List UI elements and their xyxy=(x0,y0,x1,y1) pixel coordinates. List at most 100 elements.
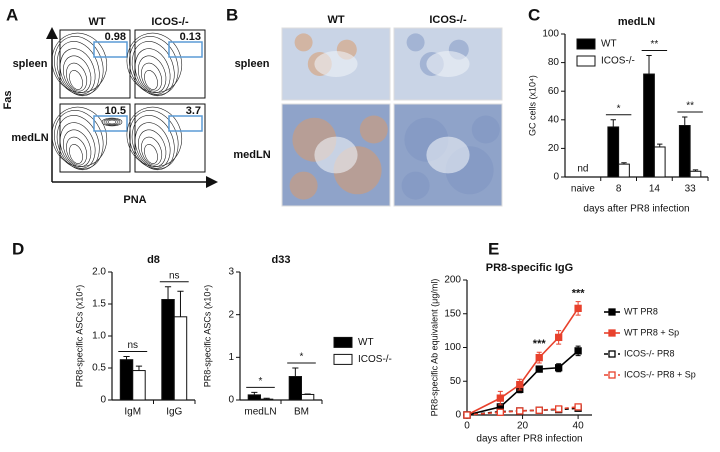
marker xyxy=(555,405,563,413)
error-bar xyxy=(123,355,130,360)
y-tick-label: 1.5 xyxy=(92,299,106,310)
y-tick-label: 50 xyxy=(450,376,462,387)
row-label: spleen xyxy=(235,58,270,70)
bar xyxy=(260,398,274,401)
x-tick-label: 40 xyxy=(573,421,585,432)
contour xyxy=(126,106,182,167)
marker xyxy=(463,411,471,419)
y-tick-label: 40 xyxy=(548,114,560,125)
error-bar xyxy=(251,391,258,395)
chart-title: medLN xyxy=(618,16,655,28)
y-tick-label: 0.5 xyxy=(92,363,106,374)
bar xyxy=(618,163,630,178)
marker xyxy=(535,406,543,414)
bar xyxy=(678,125,691,178)
annotation: *** xyxy=(572,288,586,300)
contour xyxy=(56,41,100,97)
contour xyxy=(51,106,107,167)
gate-value: 10.5 xyxy=(105,105,126,117)
y-tick-label: 100 xyxy=(444,342,461,353)
y-tick-label: 1.0 xyxy=(92,331,106,342)
panel-letter: A xyxy=(6,5,18,24)
error-bar xyxy=(263,397,270,400)
contour xyxy=(69,144,83,164)
marker xyxy=(574,304,582,313)
gate-value: 3.7 xyxy=(186,105,201,117)
error-bar xyxy=(177,290,184,317)
marker xyxy=(555,333,563,342)
x-tick-label: 33 xyxy=(685,184,697,195)
y-tick-label: 20 xyxy=(548,143,560,154)
legend-marker xyxy=(608,350,616,358)
y-tick-label: 200 xyxy=(444,275,461,286)
contour xyxy=(131,115,175,171)
legend-swatch xyxy=(576,55,596,67)
gate xyxy=(168,115,203,132)
x-tick-label: naive xyxy=(571,184,595,195)
contour xyxy=(66,62,88,92)
panel-letter: B xyxy=(226,5,238,24)
annotation: nd xyxy=(577,164,588,175)
bar xyxy=(173,316,188,401)
gate xyxy=(93,115,128,132)
histology-images xyxy=(281,27,503,207)
chart-title: d33 xyxy=(272,254,291,266)
y-tick-label: 0 xyxy=(100,395,106,406)
annotation: ns xyxy=(169,270,180,281)
bar xyxy=(301,393,315,401)
column-header: ICOS-/- xyxy=(429,14,467,26)
y-tick-label: 60 xyxy=(548,86,560,97)
contour xyxy=(59,122,96,169)
tissue-region xyxy=(294,33,313,52)
y-tick-label: 0 xyxy=(228,395,234,406)
column-header: ICOS-/- xyxy=(151,16,189,28)
tissue-region xyxy=(314,51,358,77)
flow-plots: 0.98 0.13 10.5 3.7 xyxy=(51,29,206,173)
row-label: spleen xyxy=(13,58,48,70)
gate xyxy=(168,41,203,58)
legend-swatch xyxy=(576,38,596,50)
error-bar xyxy=(292,367,299,377)
contour xyxy=(144,144,158,164)
error-bar xyxy=(646,54,652,75)
legend-marker xyxy=(608,329,616,337)
legend-label: ICOS-/- PR8 xyxy=(624,348,675,358)
annotation: * xyxy=(617,103,621,114)
contour xyxy=(131,41,175,97)
y-tick-label: 3 xyxy=(228,267,234,278)
contour xyxy=(103,118,121,126)
x-axis-label: days after PR8 infection xyxy=(583,204,689,215)
gate-value: 0.98 xyxy=(105,31,126,43)
legend-marker xyxy=(608,308,616,316)
gate xyxy=(93,41,128,58)
panel-letter: D xyxy=(12,239,24,258)
contour xyxy=(62,129,92,167)
x-axis-label: PNA xyxy=(123,194,146,206)
contour xyxy=(62,55,92,93)
error-bar xyxy=(164,286,172,300)
row-label: medLN xyxy=(11,132,48,144)
y-tick-label: 0 xyxy=(455,410,461,421)
bar xyxy=(643,73,655,178)
x-tick-label: BM xyxy=(294,407,309,418)
bar xyxy=(161,299,175,401)
chart-title: PR8-specific IgG xyxy=(486,262,573,274)
x-tick-label: 14 xyxy=(649,184,661,195)
tissue-region xyxy=(359,115,388,144)
panel-letter: E xyxy=(488,239,499,258)
marker xyxy=(516,380,524,389)
error-bar xyxy=(692,169,699,172)
contour xyxy=(137,55,167,93)
annotation: * xyxy=(259,376,263,387)
legend-label: ICOS-/- xyxy=(601,56,635,67)
y-tick-label: 1 xyxy=(228,352,234,363)
legend-label: ICOS-/- xyxy=(358,354,392,365)
x-axis-label: days after PR8 infection xyxy=(476,434,582,445)
bar xyxy=(288,376,303,401)
y-tick-label: 2 xyxy=(228,309,234,320)
bar xyxy=(653,146,666,178)
legend-swatch xyxy=(333,353,353,365)
error-bar xyxy=(135,365,143,371)
contour xyxy=(141,136,163,166)
